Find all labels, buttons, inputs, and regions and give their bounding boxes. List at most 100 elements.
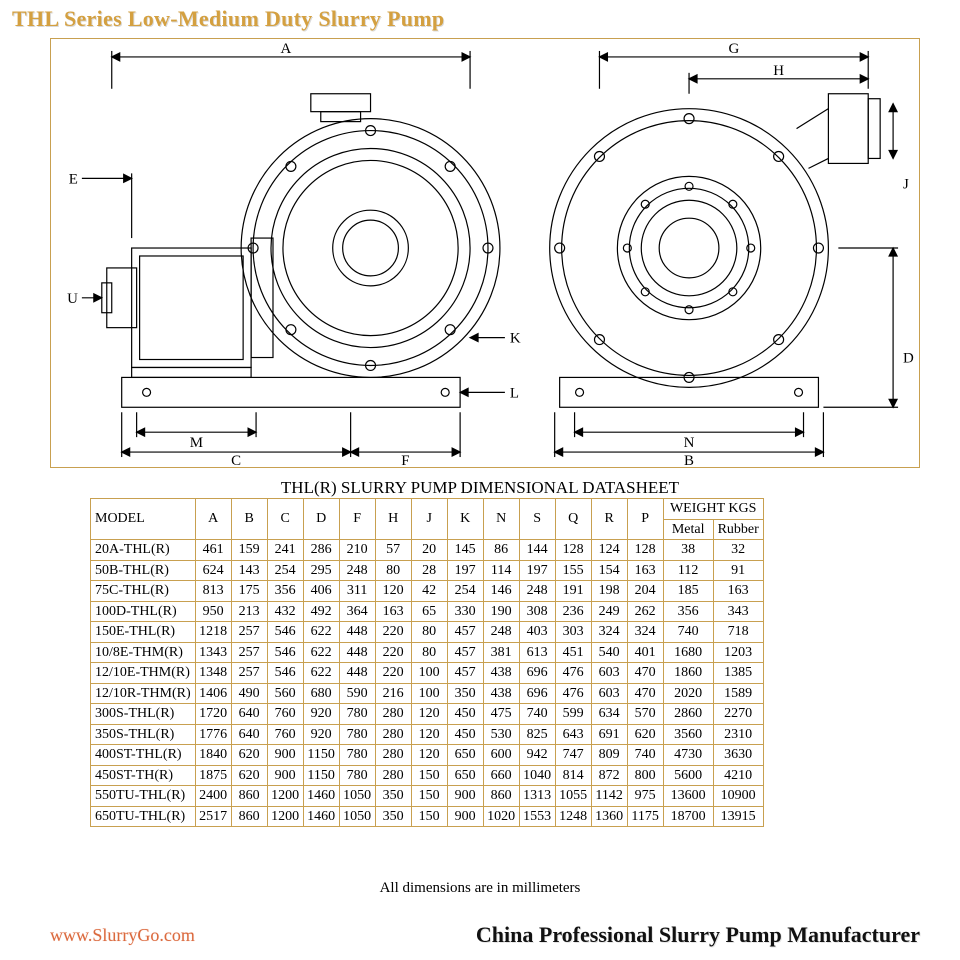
cell-weight: 3630 [713, 745, 763, 766]
cell-value: 241 [267, 540, 303, 561]
cell-value: 2400 [195, 786, 231, 807]
pump-diagram: A E U [50, 38, 920, 468]
cell-value: 262 [627, 601, 663, 622]
cell-value: 1343 [195, 642, 231, 663]
cell-weight: 10900 [713, 786, 763, 807]
cell-value: 216 [375, 683, 411, 704]
cell-value: 540 [591, 642, 627, 663]
cell-weight: 718 [713, 622, 763, 643]
table-row: 550TU-THL(R)2400860120014601050350150900… [91, 786, 764, 807]
col-K: K [447, 499, 483, 540]
dim-label-A: A [281, 41, 292, 57]
cell-value: 303 [555, 622, 591, 643]
cell-value: 622 [303, 642, 339, 663]
cell-value: 350 [375, 786, 411, 807]
cell-value: 257 [231, 663, 267, 684]
cell-value: 1218 [195, 622, 231, 643]
cell-value: 438 [483, 663, 519, 684]
cell-value: 634 [591, 704, 627, 725]
table-row: 300S-THL(R)17206407609207802801204504757… [91, 704, 764, 725]
col-model: MODEL [91, 499, 196, 540]
dim-label-L: L [510, 385, 519, 401]
cell-value: 560 [267, 683, 303, 704]
cell-value: 280 [375, 765, 411, 786]
cell-value: 80 [375, 560, 411, 581]
cell-value: 350 [447, 683, 483, 704]
cell-value: 461 [195, 540, 231, 561]
cell-value: 650 [447, 745, 483, 766]
cell-value: 825 [519, 724, 555, 745]
cell-value: 1720 [195, 704, 231, 725]
table-row: 12/10R-THM(R)140649056068059021610035043… [91, 683, 764, 704]
cell-model: 550TU-THL(R) [91, 786, 196, 807]
cell-value: 622 [303, 622, 339, 643]
cell-value: 145 [447, 540, 483, 561]
cell-value: 1200 [267, 786, 303, 807]
cell-value: 622 [303, 663, 339, 684]
table-row: 100D-THL(R)95021343249236416365330190308… [91, 601, 764, 622]
cell-weight: 112 [663, 560, 713, 581]
cell-value: 696 [519, 683, 555, 704]
cell-value: 150 [411, 806, 447, 827]
table-row: 350S-THL(R)17766407609207802801204505308… [91, 724, 764, 745]
cell-value: 1020 [483, 806, 519, 827]
cell-value: 155 [555, 560, 591, 581]
cell-weight: 343 [713, 601, 763, 622]
cell-value: 1040 [519, 765, 555, 786]
table-row: 10/8E-THM(R)1343257546622448220804573816… [91, 642, 764, 663]
cell-value: 175 [231, 581, 267, 602]
cell-value: 451 [555, 642, 591, 663]
cell-value: 476 [555, 683, 591, 704]
cell-value: 100 [411, 663, 447, 684]
cell-value: 280 [375, 724, 411, 745]
cell-value: 144 [519, 540, 555, 561]
cell-weight: 38 [663, 540, 713, 561]
cell-value: 100 [411, 683, 447, 704]
cell-value: 800 [627, 765, 663, 786]
cell-model: 12/10R-THM(R) [91, 683, 196, 704]
cell-weight: 2310 [713, 724, 763, 745]
cell-value: 150 [411, 765, 447, 786]
cell-value: 603 [591, 683, 627, 704]
cell-value: 900 [447, 806, 483, 827]
cell-value: 236 [555, 601, 591, 622]
cell-value: 760 [267, 704, 303, 725]
cell-value: 308 [519, 601, 555, 622]
cell-value: 490 [231, 683, 267, 704]
cell-value: 124 [591, 540, 627, 561]
col-R: R [591, 499, 627, 540]
cell-weight: 356 [663, 601, 713, 622]
table-body: 20A-THL(R)461159241286210572014586144128… [91, 540, 764, 827]
cell-weight: 1589 [713, 683, 763, 704]
cell-weight: 32 [713, 540, 763, 561]
cell-value: 311 [339, 581, 375, 602]
footer-tagline: China Professional Slurry Pump Manufactu… [476, 922, 920, 948]
cell-value: 191 [555, 581, 591, 602]
cell-value: 350 [375, 806, 411, 827]
cell-value: 546 [267, 642, 303, 663]
cell-value: 197 [447, 560, 483, 581]
cell-value: 448 [339, 642, 375, 663]
col-weight: WEIGHT KGS [663, 499, 763, 520]
cell-value: 1150 [303, 765, 339, 786]
cell-value: 128 [627, 540, 663, 561]
cell-value: 150 [411, 786, 447, 807]
cell-value: 920 [303, 724, 339, 745]
cell-value: 691 [591, 724, 627, 745]
cell-value: 950 [195, 601, 231, 622]
dim-label-K: K [510, 331, 521, 347]
cell-value: 42 [411, 581, 447, 602]
cell-value: 640 [231, 704, 267, 725]
table-row: 12/10E-THM(R)134825754662244822010045743… [91, 663, 764, 684]
cell-model: 400ST-THL(R) [91, 745, 196, 766]
col-H: H [375, 499, 411, 540]
col-weight-metal: Metal [663, 519, 713, 540]
cell-value: 401 [627, 642, 663, 663]
dim-label-B: B [684, 453, 694, 467]
cell-value: 1175 [627, 806, 663, 827]
cell-model: 12/10E-THM(R) [91, 663, 196, 684]
cell-value: 942 [519, 745, 555, 766]
dim-label-E: E [69, 171, 78, 187]
cell-value: 1460 [303, 806, 339, 827]
cell-value: 65 [411, 601, 447, 622]
